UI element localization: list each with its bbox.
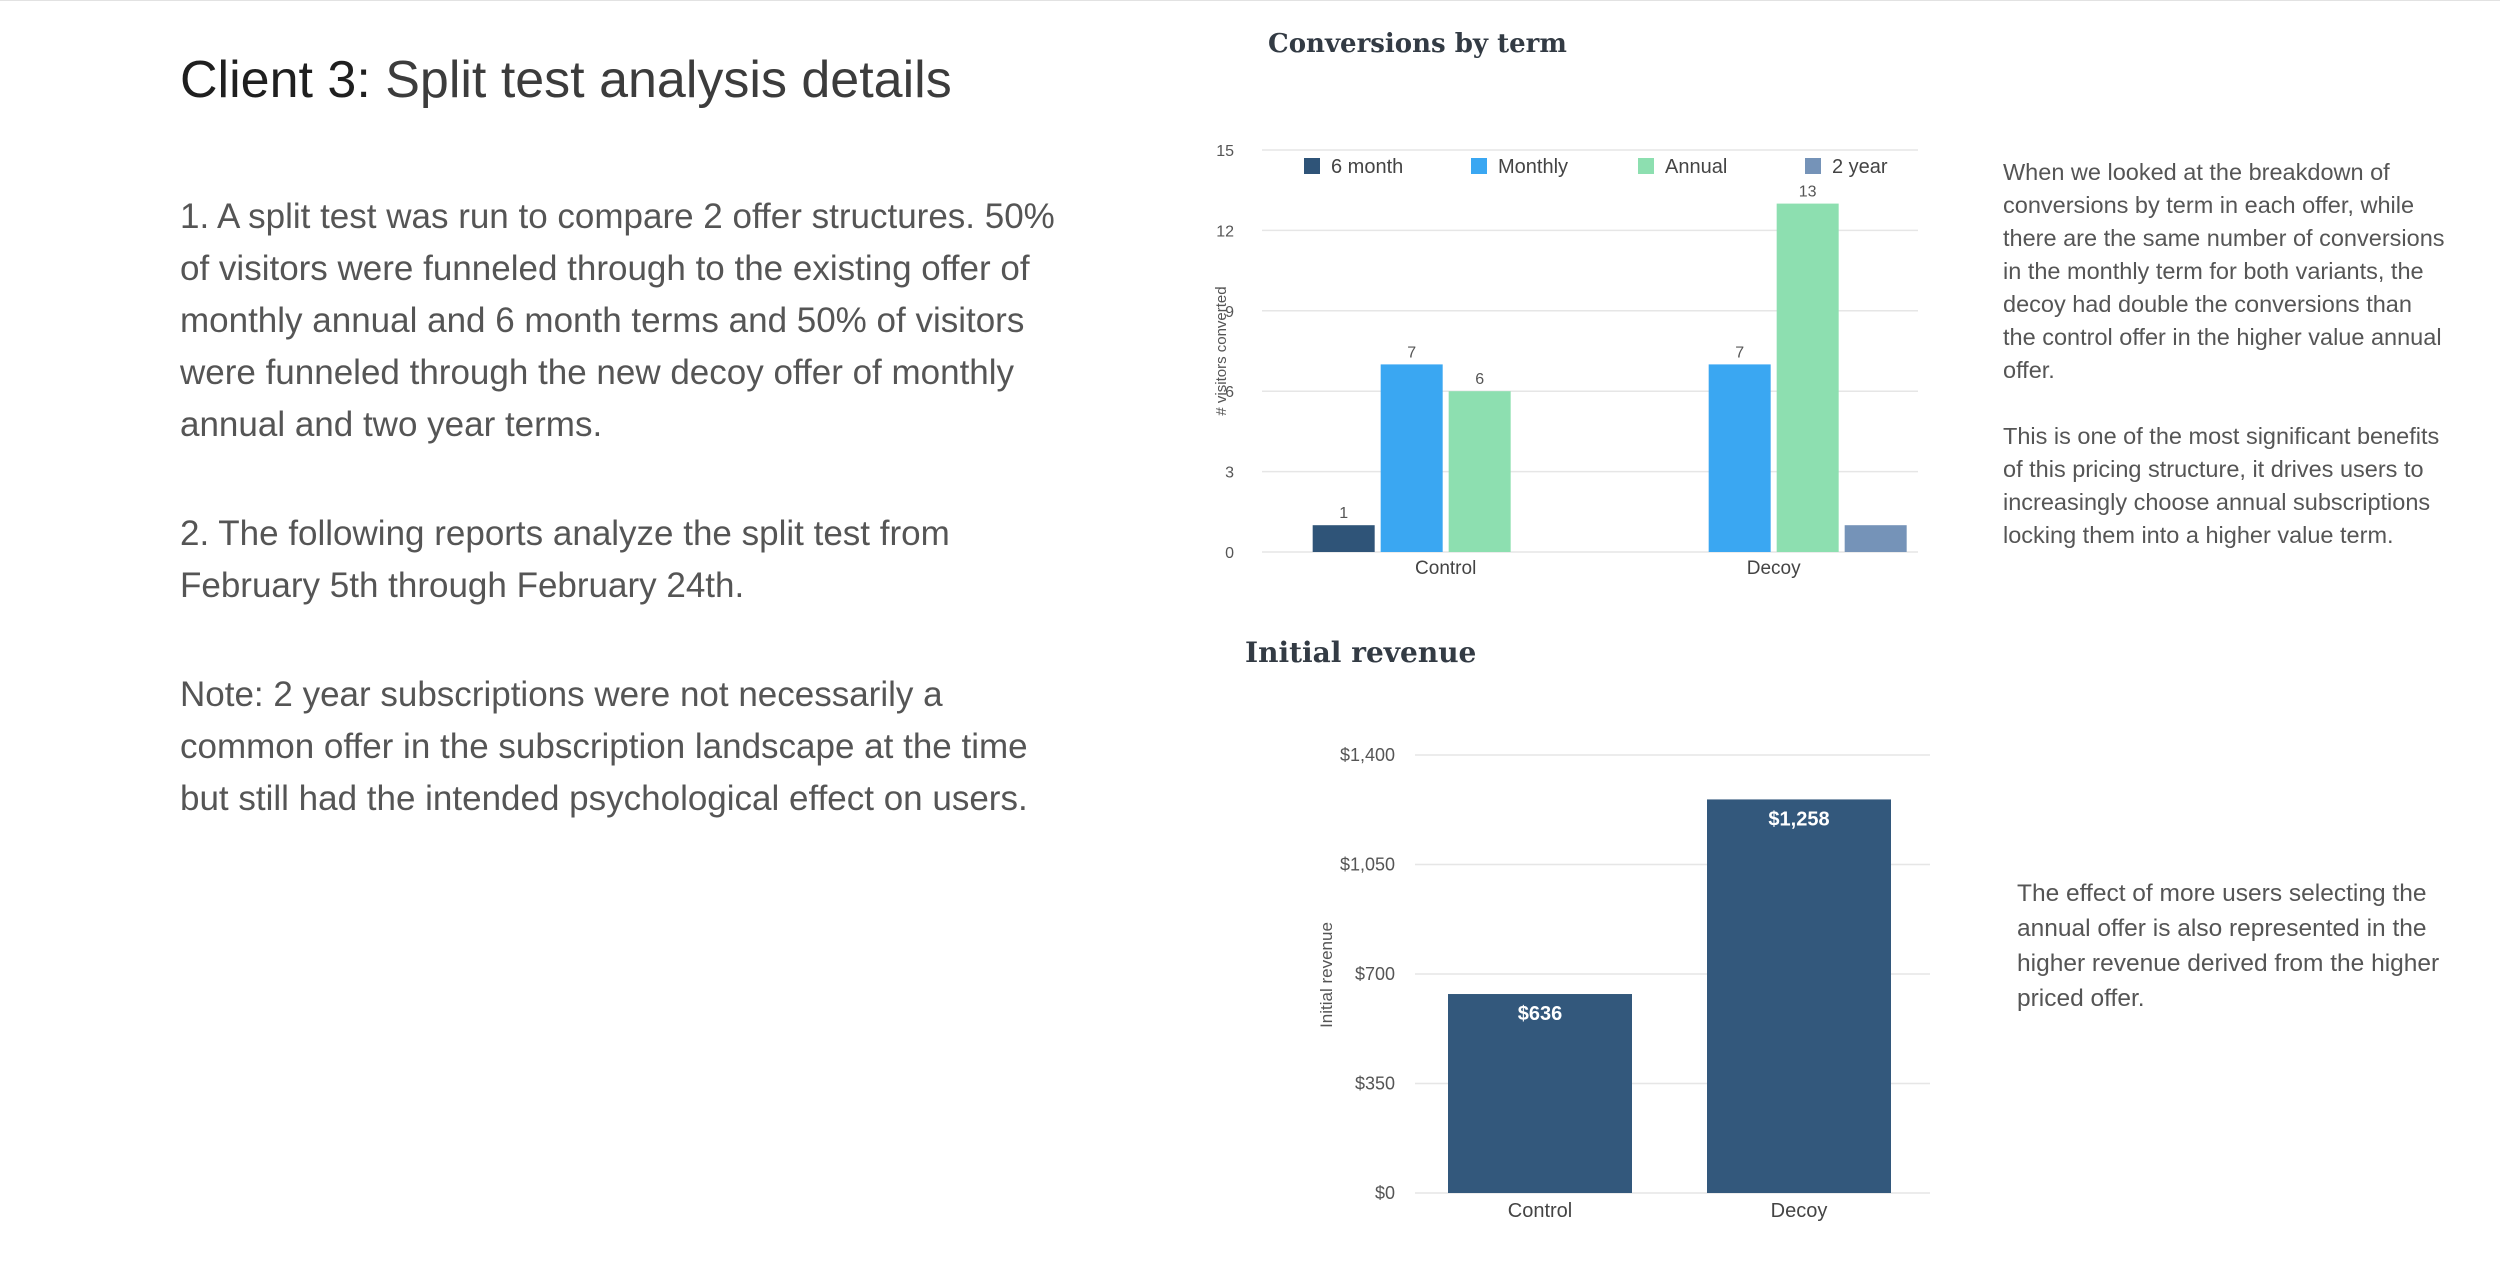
y-tick-label: $0 bbox=[1375, 1183, 1395, 1203]
initial-revenue-chart: $0 $350 $700 $1,050 $1,400 Initial revenue $63… bbox=[1317, 745, 1930, 1222]
data-label: $636 bbox=[1518, 1003, 1563, 1025]
data-label: 6 bbox=[1475, 371, 1484, 388]
top-divider bbox=[0, 0, 2500, 1]
x-tick-label: Decoy bbox=[1771, 1200, 1828, 1222]
data-label: 7 bbox=[1407, 344, 1416, 361]
bar bbox=[1707, 799, 1891, 1193]
page-title: Client 3: Split test analysis details bbox=[180, 45, 1140, 115]
y-tick-label: $700 bbox=[1355, 964, 1395, 984]
y-axis-label: Initial revenue bbox=[1317, 922, 1336, 1028]
legend-swatch bbox=[1638, 158, 1654, 174]
paragraph-date-range: 2. The following reports analyze the spl… bbox=[180, 514, 950, 605]
legend-swatch bbox=[1805, 158, 1821, 174]
data-label: $1,258 bbox=[1768, 808, 1829, 830]
revenue-commentary: The effect of more users selecting the a… bbox=[2017, 880, 2440, 1012]
paragraph-split-test: 1. A split test was run to compare 2 off… bbox=[180, 197, 1055, 444]
y-tick-label: 12 bbox=[1216, 223, 1234, 240]
data-label: 13 bbox=[1799, 184, 1817, 201]
legend-label: 6 month bbox=[1331, 156, 1403, 178]
y-tick-label: 15 bbox=[1216, 143, 1234, 160]
legend-swatch bbox=[1304, 158, 1320, 174]
y-tick-label: $1,050 bbox=[1340, 855, 1395, 875]
bar bbox=[1448, 391, 1511, 552]
conversions-by-term-chart: 0 3 6 9 12 15 # visitors converted 6 month Month… bbox=[1213, 143, 1918, 579]
paragraph-note: Note: 2 year subscriptions were not nece… bbox=[180, 675, 1028, 818]
bar bbox=[1380, 364, 1443, 552]
title-client: Client 3: bbox=[180, 51, 371, 109]
y-tick-label: 3 bbox=[1225, 465, 1234, 482]
x-tick-label: Decoy bbox=[1747, 558, 1801, 579]
y-tick-label: 6 bbox=[1225, 384, 1234, 401]
x-tick-label: Control bbox=[1415, 558, 1476, 579]
y-tick-label: 0 bbox=[1225, 545, 1234, 562]
y-tick-label: 9 bbox=[1225, 304, 1234, 321]
data-label: 1 bbox=[1339, 505, 1348, 522]
analysis-text-column: Client 3: Split test analysis details 1.… bbox=[180, 45, 1140, 882]
legend-label: Monthly bbox=[1498, 156, 1568, 178]
conversions-commentary: When we looked at the breakdown of conve… bbox=[2003, 159, 2445, 548]
y-tick-label: $1,400 bbox=[1340, 745, 1395, 765]
y-axis-label: # visitors converted bbox=[1213, 286, 1230, 415]
x-tick-label: Control bbox=[1508, 1200, 1572, 1222]
conversions-chart-title: Conversions by term bbox=[1268, 29, 1567, 59]
data-label: 7 bbox=[1735, 344, 1744, 361]
title-subject: Split test analysis details bbox=[370, 51, 952, 109]
legend-label: Annual bbox=[1665, 156, 1727, 178]
bar bbox=[1844, 525, 1907, 552]
y-tick-label: $350 bbox=[1355, 1074, 1395, 1094]
bar bbox=[1776, 203, 1839, 552]
legend-label: 2 year bbox=[1832, 156, 1888, 178]
bar bbox=[1708, 364, 1771, 552]
bar bbox=[1312, 525, 1375, 552]
bar bbox=[1448, 994, 1632, 1193]
legend-swatch bbox=[1471, 158, 1487, 174]
revenue-chart-title: Initial revenue bbox=[1245, 636, 1477, 669]
